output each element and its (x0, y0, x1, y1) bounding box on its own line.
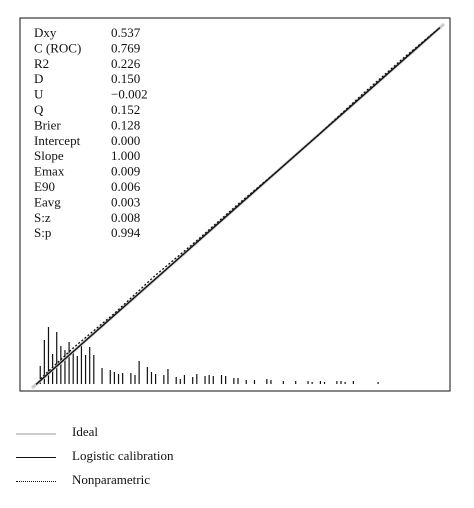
legend-item-ideal: Ideal (16, 422, 316, 446)
series-line-nonparametric (39, 27, 441, 380)
stat-label-u: U (34, 87, 44, 102)
stat-label-q: Q (34, 102, 44, 117)
stats-block: Dxy 0.537 C (ROC) 0.769 R2 0.226 D 0.150 U −0.002… (34, 25, 148, 240)
series-line-logistic-calibration (35, 27, 441, 385)
stat-value-dxy: 0.537 (111, 25, 141, 40)
stat-value-q: 0.152 (111, 102, 140, 117)
stat-label-brier: Brier (34, 117, 61, 132)
legend-label-ideal: Ideal (72, 424, 98, 439)
stat-value-intercept: 0.000 (111, 133, 140, 148)
stat-value-eavg: 0.003 (111, 194, 140, 209)
legend-swatch-nonparametric (16, 481, 56, 482)
legend-swatch-logistic-calibration (16, 457, 56, 458)
legend-label-nonparametric: Nonparametric (72, 472, 150, 487)
stat-value-s-p: 0.994 (111, 225, 141, 240)
legend-label-logistic-calibration: Logistic calibration (72, 448, 174, 463)
legend-item-logistic-calibration: Logistic calibration (16, 446, 316, 470)
stat-value-r2: 0.226 (111, 56, 141, 71)
legend-swatch-ideal (16, 433, 56, 435)
stat-label-r2: R2 (34, 56, 49, 71)
stat-label-d: D (34, 71, 43, 86)
stat-label-slope: Slope (34, 148, 64, 163)
stat-value-s-z: 0.008 (111, 210, 140, 225)
legend: Ideal Logistic calibration Nonparametric (16, 422, 316, 494)
stat-value-e90: 0.006 (111, 179, 141, 194)
stat-value-u: −0.002 (111, 87, 148, 102)
plot-frame (19, 17, 451, 392)
stat-value-slope: 1.000 (111, 148, 140, 163)
stat-value-emax: 0.009 (111, 164, 140, 179)
calibration-plot: Dxy 0.537 C (ROC) 0.769 R2 0.226 D 0.150 U −0.002… (19, 17, 451, 392)
stat-label-eavg: Eavg (34, 194, 61, 209)
stat-label-emax: Emax (34, 164, 65, 179)
stat-label-s-z: S:z (34, 210, 51, 225)
stat-label-e90: E90 (34, 179, 55, 194)
risk-distribution-histogram (39, 327, 379, 384)
stat-value-d: 0.150 (111, 71, 140, 86)
stat-label-dxy: Dxy (34, 25, 57, 40)
stat-label-intercept: Intercept (34, 133, 81, 148)
stat-label-c-roc: C (ROC) (34, 40, 81, 55)
calibration-lines (31, 22, 445, 390)
stat-label-s-p: S:p (34, 225, 51, 240)
stat-value-c-roc: 0.769 (111, 40, 140, 55)
stat-value-brier: 0.128 (111, 117, 140, 132)
legend-item-nonparametric: Nonparametric (16, 470, 316, 494)
